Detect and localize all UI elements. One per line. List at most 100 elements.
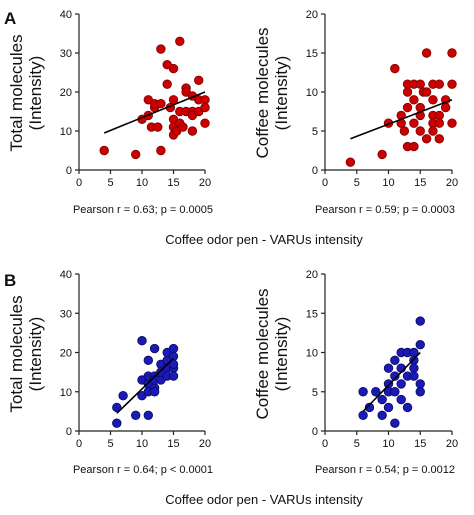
panel-letter-b: B <box>4 271 16 290</box>
chart-a1-point-37 <box>200 118 210 128</box>
chart-b1-x-tick-label-3: 15 <box>167 438 179 450</box>
chart-a1-x-tick-label-0: 0 <box>76 177 82 189</box>
chart-a1-point-35 <box>200 95 210 105</box>
chart-b2-point-20 <box>402 402 413 413</box>
chart-b2-point-4 <box>377 410 387 421</box>
chart-b2-fit-line <box>362 351 421 412</box>
chart-a1-point-32 <box>193 75 204 86</box>
chart-b1-y-tick-label-2: 20 <box>60 348 72 360</box>
chart-b1-point-6 <box>137 336 147 346</box>
chart-b2-point-17 <box>396 394 406 405</box>
chart-a2-point-36 <box>447 118 457 128</box>
chart-b2-point-9 <box>383 402 394 413</box>
chart-a2-stats: Pearson r = 0.59; p = 0.0003 <box>315 204 455 216</box>
chart-b1-point-14 <box>149 343 160 354</box>
chart-b2-x-tick-label-0: 0 <box>322 438 328 450</box>
chart-b2-point-23 <box>409 363 419 373</box>
chart-a2-point-25 <box>428 95 438 105</box>
panel-a-xlabel: Coffee odor pen - VARUs intensity <box>165 232 363 247</box>
chart-b2-x-tick-label-4: 20 <box>446 438 458 450</box>
chart-a1-total-molecules: Total molecules (Intensity) Pearson r = … <box>7 9 213 216</box>
chart-b1-x-tick-label-1: 5 <box>107 438 113 450</box>
chart-b2-point-26 <box>415 339 425 350</box>
chart-a1-x-tick-label-2: 10 <box>136 177 148 189</box>
chart-a1-point-9 <box>156 145 166 156</box>
chart-b1-y-tick-label-1: 10 <box>60 387 72 399</box>
chart-a2-point-13 <box>409 118 419 128</box>
chart-a1-point-1 <box>130 149 141 160</box>
chart-a1-y-tick-label-4: 40 <box>60 9 72 21</box>
chart-b2-y-tick-label-0: 0 <box>312 426 318 438</box>
chart-b1-y-tick-label-3: 30 <box>60 308 72 320</box>
chart-a1-y-tick-label-3: 30 <box>60 48 72 60</box>
chart-b2-point-22 <box>409 355 419 366</box>
chart-b1-y-tick-label-4: 40 <box>60 269 72 281</box>
chart-a2-point-27 <box>428 126 438 136</box>
chart-a2-x-tick-label-3: 15 <box>414 177 426 189</box>
chart-a2-x-tick-label-0: 0 <box>322 177 328 189</box>
chart-a1-point-21 <box>175 36 185 47</box>
chart-b2-point-16 <box>396 379 406 389</box>
chart-b2-point-3 <box>371 387 381 397</box>
chart-a1-ylabel-line1: Total molecules <box>7 34 26 151</box>
chart-a2-point-3 <box>390 63 400 74</box>
chart-a2-point-28 <box>434 79 445 89</box>
chart-b1-y-tick-label-0: 0 <box>66 426 72 438</box>
chart-a1-point-24 <box>178 122 188 132</box>
chart-b2-point-11 <box>390 371 400 381</box>
chart-a2-point-8 <box>402 87 413 97</box>
chart-a1-point-8 <box>153 122 163 132</box>
chart-a1-point-12 <box>162 79 172 89</box>
chart-a1-point-31 <box>187 126 198 136</box>
chart-a1-x-tick-label-3: 15 <box>167 177 179 189</box>
chart-b2-point-28 <box>415 387 425 397</box>
chart-b2-point-24 <box>409 371 419 381</box>
chart-a2-point-30 <box>434 118 445 128</box>
chart-a2-ylabel-line2: (Intensity) <box>272 56 291 131</box>
chart-a1-x-tick-label-4: 20 <box>199 177 211 189</box>
chart-a2-point-29 <box>434 110 445 121</box>
chart-a1-point-15 <box>168 63 179 74</box>
chart-a2-point-18 <box>415 126 425 136</box>
chart-b1-x-tick-label-0: 0 <box>76 438 82 450</box>
chart-b2-point-13 <box>390 418 400 428</box>
chart-a1-point-0 <box>99 145 109 156</box>
chart-b2-ylabel-line1: Coffee molecules <box>253 288 272 419</box>
chart-b2-stats: Pearson r = 0.54; p = 0.0012 <box>315 464 455 476</box>
chart-b2-point-12 <box>390 387 400 397</box>
chart-b1-stats: Pearson r = 0.64; p < 0.0001 <box>73 464 213 476</box>
chart-b1-ylabel-line1: Total molecules <box>7 295 26 412</box>
chart-b1-point-10 <box>143 355 154 366</box>
chart-b1-point-16 <box>149 387 160 397</box>
chart-a1-point-11 <box>156 98 166 109</box>
chart-b1-ylabel-line2: (Intensity) <box>26 317 45 392</box>
chart-a2-point-0 <box>345 157 356 167</box>
chart-a2-coffee-molecules: Coffee molecules (Intensity) Pearson r =… <box>253 9 458 216</box>
chart-a1-fit-line <box>103 91 206 134</box>
chart-b2-point-5 <box>377 394 387 405</box>
chart-b1-point-1 <box>112 402 122 413</box>
chart-b2-point-2 <box>364 402 375 413</box>
chart-b2-y-tick-label-4: 20 <box>306 269 318 281</box>
chart-a1-ylabel-line2: (Intensity) <box>26 56 45 131</box>
chart-a2-point-16 <box>415 79 425 89</box>
chart-a2-x-tick-label-2: 10 <box>382 177 394 189</box>
chart-a1-stats: Pearson r = 0.63; p = 0.0005 <box>73 204 213 216</box>
chart-b1-fit-line <box>116 357 175 414</box>
chart-a1-y-tick-label-0: 0 <box>66 165 72 177</box>
chart-a2-y-tick-label-3: 15 <box>306 48 318 60</box>
chart-b2-y-tick-label-1: 5 <box>312 387 318 399</box>
chart-b1-point-0 <box>112 418 122 428</box>
chart-b2-point-10 <box>390 355 400 366</box>
panel-letter-a: A <box>4 9 16 28</box>
chart-b2-ylabel-line2: (Intensity) <box>272 317 291 392</box>
chart-a2-point-22 <box>421 134 432 144</box>
chart-b1-point-2 <box>118 390 128 401</box>
chart-b1-point-8 <box>143 410 154 421</box>
chart-a2-y-tick-label-2: 10 <box>306 87 318 99</box>
chart-b2-point-1 <box>358 387 368 397</box>
chart-b2-coffee-molecules: Coffee molecules (Intensity) Pearson r =… <box>253 269 458 476</box>
chart-b1-point-3 <box>130 410 141 421</box>
chart-b2-point-25 <box>415 316 425 326</box>
